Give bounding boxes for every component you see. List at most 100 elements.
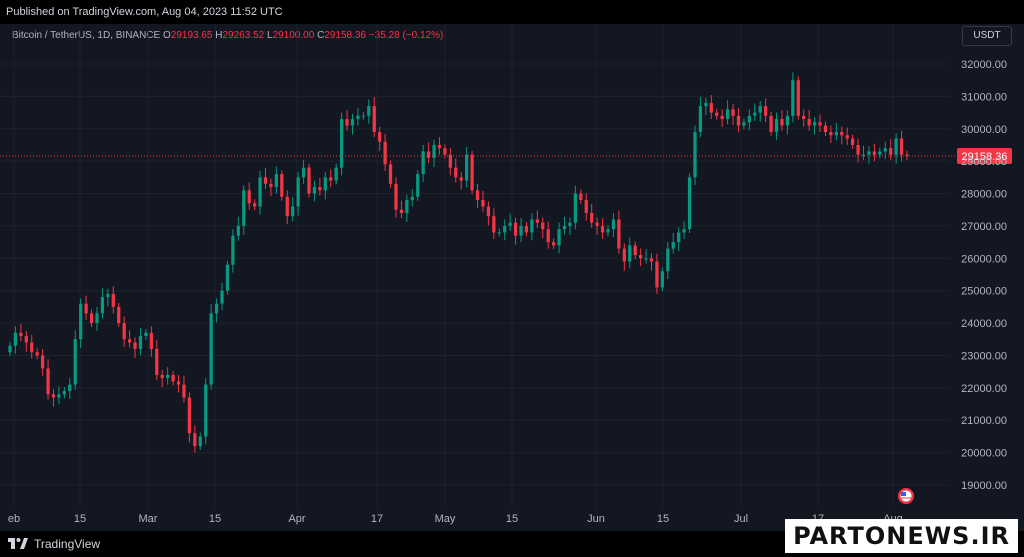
candle-body — [725, 109, 730, 120]
candle-body — [731, 109, 735, 116]
candle-body — [579, 193, 583, 201]
candle-body — [263, 177, 268, 184]
candle-body — [557, 229, 561, 246]
candle-body — [742, 122, 746, 126]
candle-body — [291, 206, 295, 217]
candle-body — [481, 200, 485, 207]
candle-body — [666, 248, 670, 272]
close-label: C — [317, 30, 325, 41]
candle-body — [687, 177, 692, 230]
candle-body — [339, 119, 344, 168]
price-tick-label: 21000.00 — [961, 415, 1007, 427]
time-tick-label: Mar — [139, 513, 158, 525]
symbol-label: Bitcoin / TetherUS, 1D, BINANCE — [12, 30, 161, 41]
candle-body — [236, 225, 240, 236]
price-tick-label: 30000.00 — [961, 124, 1007, 136]
us-flag-icon[interactable] — [898, 488, 914, 504]
candle-body — [166, 374, 170, 379]
grid-lines — [0, 24, 950, 508]
candle-body — [883, 148, 887, 152]
candle-body — [573, 193, 578, 223]
price-axis[interactable]: 32000.00 31000.00 30000.00 29000.00 28000.00… — [961, 59, 1007, 492]
candle-body — [889, 148, 893, 155]
candle-body — [416, 174, 420, 197]
time-tick-label: 15 — [209, 513, 221, 525]
candle-body — [160, 374, 164, 379]
flag-canton — [901, 492, 906, 496]
price-tick-label: 32000.00 — [961, 59, 1007, 71]
candle-body — [220, 290, 224, 304]
candle-body — [242, 190, 246, 226]
change-value: −35.28 (−0.12%) — [368, 30, 444, 41]
candle-body — [111, 293, 115, 307]
candle-body — [388, 164, 393, 184]
currency-button[interactable]: USDT — [962, 26, 1012, 46]
candle-body — [73, 339, 77, 385]
candle-body — [851, 138, 855, 145]
candle-body — [894, 138, 898, 155]
candle-body — [459, 177, 463, 181]
candle-body — [628, 245, 632, 262]
candle-body — [258, 177, 262, 207]
candle-body — [715, 112, 719, 116]
candle-body — [497, 232, 501, 234]
candle-body — [269, 183, 273, 188]
candle-body — [437, 144, 442, 149]
candles — [8, 72, 909, 453]
candle-body — [764, 106, 768, 116]
candle-body — [780, 119, 784, 126]
candle-body — [350, 119, 355, 126]
candle-body — [671, 242, 675, 249]
candle-body — [285, 196, 289, 217]
candle-body — [475, 190, 480, 201]
published-bar: Published on TradingView.com, Aug 04, 20… — [0, 0, 1024, 24]
candle-body — [606, 229, 610, 233]
candle-body — [791, 80, 795, 116]
candle-body — [633, 245, 637, 256]
candle-body — [155, 348, 159, 375]
candle-body — [840, 132, 844, 136]
candle-body — [872, 151, 877, 155]
time-tick-label: 15 — [657, 513, 669, 525]
candle-body — [122, 323, 126, 340]
price-tick-label: 19000.00 — [961, 480, 1007, 492]
time-tick-label: Jul — [734, 513, 748, 525]
candle-body — [361, 115, 365, 117]
tradingview-brand[interactable]: TradingView — [8, 537, 100, 551]
candle-body — [704, 102, 708, 107]
candle-body — [492, 216, 496, 233]
time-tick-label: Jun — [587, 513, 605, 525]
candle-body — [301, 167, 306, 178]
time-axis[interactable]: eb15Mar15Apr17May15Jun15Jul17Aug — [8, 513, 903, 525]
candle-body — [399, 209, 404, 213]
price-tick-label: 27000.00 — [961, 221, 1007, 233]
candle-body — [590, 212, 594, 223]
brand-label: TradingView — [34, 537, 101, 551]
candle-body — [13, 332, 18, 346]
candle-body — [214, 303, 219, 314]
candle-body — [660, 271, 664, 288]
candle-body — [611, 219, 616, 230]
candle-body — [144, 332, 148, 337]
candle-body — [470, 154, 474, 191]
candle-body — [552, 242, 556, 246]
candle-body — [524, 225, 529, 233]
candle-body — [638, 255, 643, 259]
candle-body — [138, 336, 143, 349]
candle-body — [378, 132, 382, 142]
candle-body — [117, 306, 121, 324]
candle-body — [856, 144, 860, 155]
candle-body — [709, 102, 713, 113]
candle-body — [432, 144, 436, 158]
candle-body — [753, 112, 757, 116]
candle-body — [405, 200, 409, 213]
candle-body — [100, 297, 105, 314]
candle-body — [644, 258, 648, 260]
candle-body — [89, 313, 94, 324]
candle-body — [736, 115, 741, 126]
price-tick-label: 20000.00 — [961, 448, 1007, 460]
price-chart[interactable]: 29158.36 32000.00 31000.00 30000.00 29000.0… — [0, 0, 1024, 531]
candle-body — [24, 336, 28, 343]
candle-body — [30, 342, 34, 353]
candle-body — [84, 303, 88, 314]
